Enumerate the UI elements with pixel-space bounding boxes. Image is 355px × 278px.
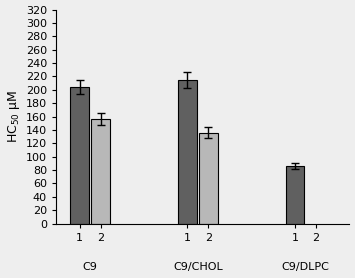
Bar: [92, 118, 110, 224]
Bar: [178, 80, 197, 224]
Text: C9/DLPC: C9/DLPC: [282, 262, 329, 272]
Bar: [199, 133, 218, 224]
Y-axis label: HC$_{50}$ μM: HC$_{50}$ μM: [6, 90, 22, 143]
Bar: [286, 166, 304, 224]
Text: C9: C9: [83, 262, 98, 272]
Bar: [70, 87, 89, 224]
Text: C9/CHOL: C9/CHOL: [173, 262, 223, 272]
